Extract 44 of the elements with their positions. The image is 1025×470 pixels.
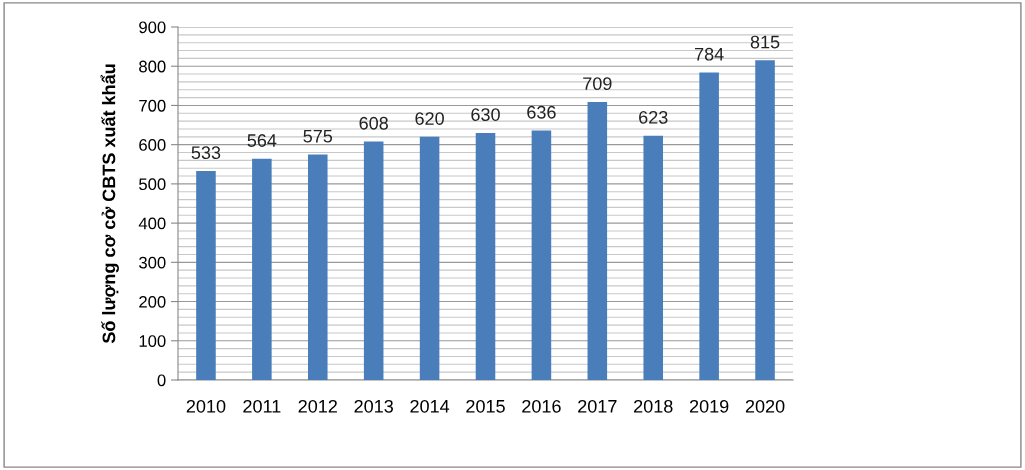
bar bbox=[307, 154, 328, 380]
bar bbox=[531, 130, 552, 380]
x-tick-label: 2014 bbox=[410, 399, 450, 413]
data-label: 533 bbox=[191, 146, 221, 160]
bar bbox=[755, 60, 775, 380]
y-axis-title: Số lượng cơ cở CBTS xuất khẩu bbox=[100, 64, 119, 344]
data-label: 636 bbox=[527, 105, 556, 119]
y-tick-label: 700 bbox=[139, 99, 166, 112]
y-tick-label: 200 bbox=[139, 295, 166, 308]
bar bbox=[699, 72, 719, 380]
x-tick-label: 2011 bbox=[243, 399, 281, 413]
x-tick-label: 2012 bbox=[298, 399, 337, 413]
data-label: 564 bbox=[247, 134, 277, 147]
y-tick-label: 500 bbox=[139, 178, 166, 191]
y-tick-label: 0 bbox=[157, 374, 166, 387]
data-label: 630 bbox=[471, 108, 500, 121]
y-tick-label: 400 bbox=[138, 217, 166, 230]
bar bbox=[419, 136, 440, 380]
data-label: 784 bbox=[695, 47, 724, 61]
data-label: 815 bbox=[750, 35, 780, 49]
bar bbox=[196, 170, 216, 380]
x-tick-label: 2013 bbox=[354, 399, 393, 413]
data-label: 620 bbox=[415, 112, 444, 125]
data-label: 709 bbox=[583, 77, 612, 91]
data-label: 623 bbox=[639, 110, 668, 124]
bar bbox=[643, 135, 664, 380]
y-tick-label: 100 bbox=[139, 335, 166, 347]
x-tick-label: 2018 bbox=[634, 399, 673, 413]
x-tick-label: 2015 bbox=[466, 399, 505, 413]
y-tick-label: 900 bbox=[139, 21, 166, 34]
x-tick-label: 2010 bbox=[186, 399, 226, 413]
y-tick-label: 800 bbox=[139, 60, 166, 73]
x-tick-label: 2019 bbox=[689, 399, 729, 413]
bar bbox=[475, 132, 496, 380]
y-tick-label: 300 bbox=[139, 256, 166, 269]
y-tick-label: 600 bbox=[139, 139, 166, 151]
data-label: 575 bbox=[303, 129, 333, 143]
x-tick-label: 2016 bbox=[522, 399, 561, 413]
x-tick-label: 2017 bbox=[578, 399, 617, 413]
x-tick-label: 2020 bbox=[745, 399, 785, 413]
bar bbox=[363, 141, 384, 380]
data-label: 608 bbox=[359, 116, 388, 130]
bar bbox=[587, 101, 608, 380]
bar bbox=[252, 158, 272, 380]
